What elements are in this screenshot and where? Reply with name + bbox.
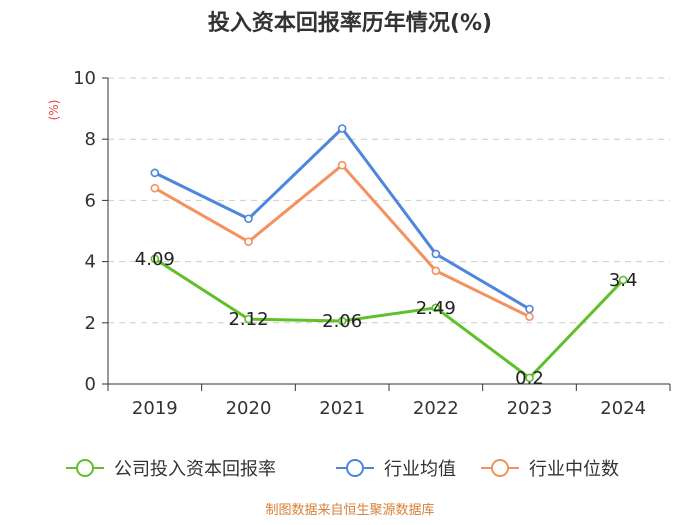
x-tick-label-2024: 2024 <box>600 398 646 419</box>
data-point-s0-2021 <box>337 316 347 326</box>
data-point-s1-2023 <box>525 304 534 314</box>
grid-lines <box>108 77 670 324</box>
legend-label-2: 行业中位数 <box>529 459 619 480</box>
x-tick-label-2019: 2019 <box>132 398 178 419</box>
y-tick-label: 10 <box>73 68 96 89</box>
data-point-s1-2020 <box>244 214 253 224</box>
data-label-2019: 4.09 <box>135 249 175 270</box>
data-point-s1-2021 <box>337 124 347 133</box>
data-label-2023: 0.2 <box>515 368 544 389</box>
series-line-0 <box>154 257 625 380</box>
data-point-s2-2020 <box>244 237 253 247</box>
data-point-s0-2024 <box>618 275 628 285</box>
legend-label-0: 公司投入资本回报率 <box>114 459 276 480</box>
data-label-2021: 2.06 <box>322 311 362 332</box>
y-axis: 0 2 4 6 8 10 <box>73 68 109 395</box>
x-tick-label-2023: 2023 <box>507 398 553 419</box>
y-tick-label: 8 <box>85 129 96 150</box>
data-label-2024: 3.4 <box>609 270 638 291</box>
data-labels: 4.09 2.12 2.06 2.49 0.2 3.4 <box>135 249 638 389</box>
chart-title: 投入资本回报率历年情况(%) <box>208 10 492 36</box>
data-point-s1-2019 <box>150 168 160 178</box>
x-tick-label-2022: 2022 <box>413 398 459 419</box>
y-axis-unit: (%) <box>47 100 61 121</box>
legend: 公司投入资本回报率 行业均值 行业中位数 <box>66 459 619 480</box>
data-point-s0-2023 <box>525 373 534 383</box>
data-point-s1-2022 <box>431 249 441 259</box>
source-note: 制图数据来自恒生聚源数据库 <box>265 502 434 518</box>
y-tick-label: 4 <box>85 252 96 273</box>
legend-marker-2 <box>491 459 509 477</box>
data-point-s0-2020 <box>244 314 253 324</box>
data-point-s2-2022 <box>431 266 441 276</box>
data-label-2020: 2.12 <box>228 309 268 330</box>
legend-marker-1 <box>346 459 364 477</box>
x-axis: 2019 2020 2021 2022 2023 2024 <box>107 383 671 419</box>
y-tick-label: 0 <box>85 374 96 395</box>
data-label-2022: 2.49 <box>416 298 456 319</box>
data-point-s0-2019 <box>150 254 160 264</box>
legend-label-1: 行业均值 <box>384 459 456 480</box>
data-point-s0-2022 <box>431 303 441 313</box>
data-point-s2-2019 <box>150 183 160 193</box>
y-tick-label: 2 <box>85 313 96 334</box>
series-group <box>150 124 628 383</box>
legend-marker-0 <box>76 459 94 477</box>
data-point-s2-2021 <box>337 160 347 170</box>
data-point-s2-2023 <box>525 312 534 321</box>
y-tick-label: 6 <box>85 190 96 211</box>
x-tick-label-2021: 2021 <box>319 398 365 419</box>
x-tick-label-2020: 2020 <box>226 398 272 419</box>
